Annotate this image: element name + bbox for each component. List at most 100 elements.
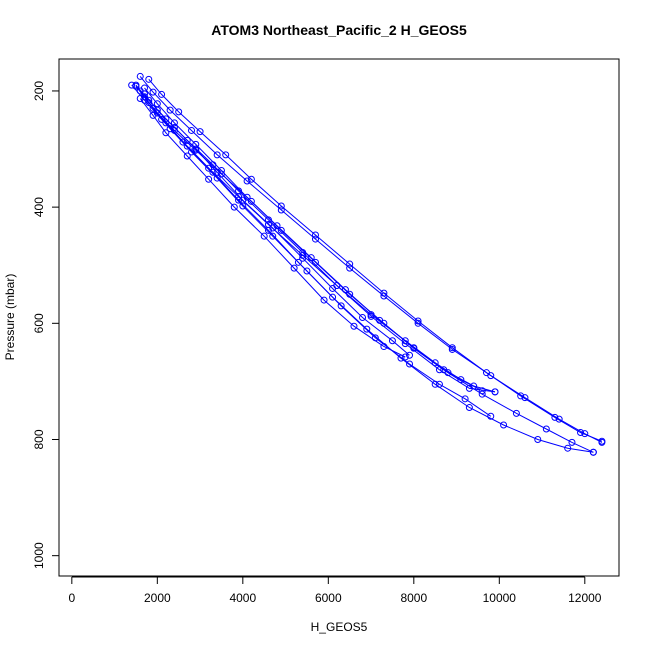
x-tick-label: 6000 xyxy=(315,591,342,605)
data-point xyxy=(158,90,166,98)
data-point xyxy=(577,429,585,437)
data-point xyxy=(380,289,388,297)
data-point xyxy=(166,106,174,114)
series-9 xyxy=(136,95,409,361)
x-axis-label: H_GEOS5 xyxy=(311,620,368,634)
series-7 xyxy=(128,81,486,395)
data-point xyxy=(410,344,418,352)
data-point xyxy=(303,267,311,275)
data-point xyxy=(329,293,337,301)
data-point xyxy=(153,106,161,114)
data-point xyxy=(401,353,409,361)
y-tick-label: 800 xyxy=(32,429,46,449)
data-point xyxy=(183,152,191,160)
data-point xyxy=(478,390,486,398)
data-point xyxy=(213,151,221,159)
data-point xyxy=(568,438,576,446)
x-tick-label: 2000 xyxy=(144,591,171,605)
data-point xyxy=(512,409,520,417)
series-line xyxy=(148,78,603,442)
data-point xyxy=(431,359,439,367)
data-point xyxy=(406,360,414,368)
data-point xyxy=(414,317,422,325)
data-point xyxy=(269,224,277,232)
data-point xyxy=(500,421,508,429)
data-point xyxy=(482,369,490,377)
series-line xyxy=(139,98,406,358)
series-4 xyxy=(136,72,606,446)
data-point xyxy=(363,325,371,333)
series-8 xyxy=(140,93,499,396)
y-tick-label: 200 xyxy=(32,81,46,101)
data-point xyxy=(247,175,255,183)
data-point xyxy=(290,264,298,272)
data-point xyxy=(188,126,196,134)
series-layer xyxy=(128,72,606,456)
data-point xyxy=(320,296,328,304)
data-point xyxy=(465,404,473,412)
data-point xyxy=(149,88,157,96)
data-point xyxy=(346,260,354,268)
data-point xyxy=(209,168,217,176)
y-axis-label: Pressure (mbar) xyxy=(3,274,17,361)
series-5 xyxy=(145,75,606,445)
data-point xyxy=(542,425,550,433)
data-point xyxy=(149,111,157,119)
data-point xyxy=(277,206,285,214)
data-point xyxy=(136,72,144,80)
x-axis: 0 2000 4000 6000 8000 10000 12000 xyxy=(68,576,602,605)
data-point xyxy=(431,380,439,388)
data-point xyxy=(380,319,388,327)
data-point xyxy=(162,129,170,137)
data-point xyxy=(277,226,285,234)
x-tick-label: 10000 xyxy=(483,591,517,605)
data-point xyxy=(470,382,478,390)
data-point xyxy=(140,93,148,101)
data-point xyxy=(260,232,268,240)
data-point xyxy=(264,221,272,229)
series-10 xyxy=(140,90,414,359)
data-point xyxy=(551,413,559,421)
data-point xyxy=(205,175,213,183)
data-point xyxy=(128,81,136,89)
data-point xyxy=(247,197,255,205)
data-point xyxy=(205,164,213,172)
data-point xyxy=(457,376,465,384)
data-point xyxy=(230,203,238,211)
x-tick-label: 0 xyxy=(68,591,75,605)
data-point xyxy=(213,168,221,176)
data-point xyxy=(299,254,307,262)
data-point xyxy=(175,108,183,116)
data-point xyxy=(132,81,140,89)
data-point xyxy=(337,302,345,310)
data-point xyxy=(380,343,388,351)
x-tick-label: 4000 xyxy=(229,591,256,605)
data-point xyxy=(564,444,572,452)
data-point xyxy=(461,395,469,403)
data-point xyxy=(589,448,597,456)
y-tick-label: 600 xyxy=(32,313,46,333)
x-tick-label: 12000 xyxy=(568,591,602,605)
data-point xyxy=(311,231,319,239)
series-line xyxy=(139,76,603,443)
data-point xyxy=(162,119,170,127)
data-point xyxy=(329,284,337,292)
data-point xyxy=(517,392,525,400)
chart-title: ATOM3 Northeast_Pacific_2 H_GEOS5 xyxy=(211,22,467,38)
data-point xyxy=(294,258,302,266)
data-point xyxy=(170,124,178,132)
data-point xyxy=(311,235,319,243)
data-point xyxy=(388,337,396,345)
data-point xyxy=(269,232,277,240)
data-point xyxy=(311,258,319,266)
data-point xyxy=(183,136,191,144)
data-point xyxy=(158,115,166,123)
data-point xyxy=(598,437,606,445)
data-point xyxy=(491,388,499,396)
data-point xyxy=(145,96,153,104)
y-tick-label: 400 xyxy=(32,197,46,217)
data-point xyxy=(478,387,486,395)
x-tick-label: 8000 xyxy=(400,591,427,605)
data-point xyxy=(346,290,354,298)
